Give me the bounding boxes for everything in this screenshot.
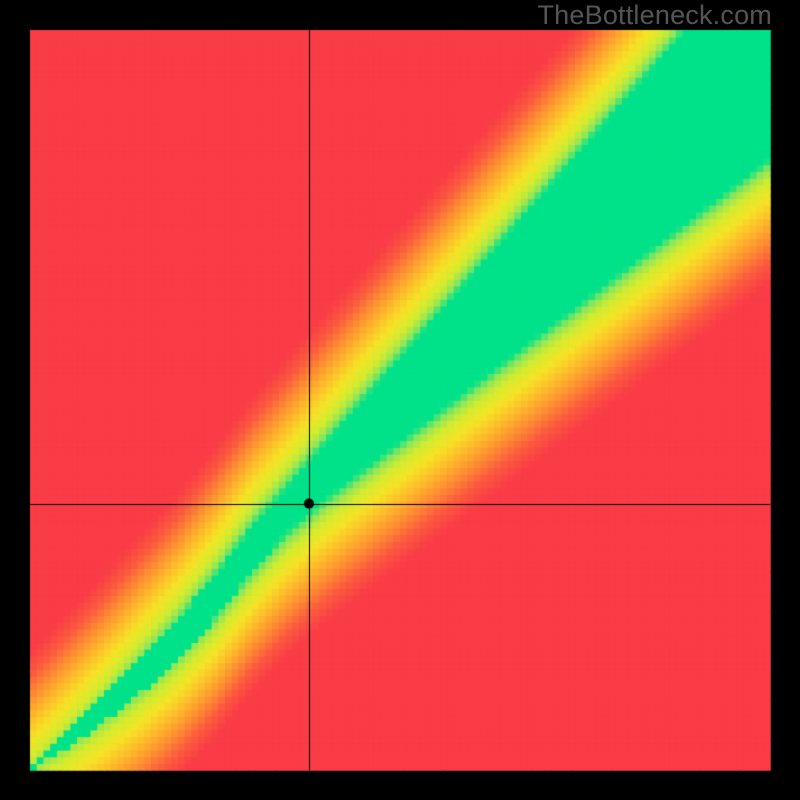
chart-container: { "figure": { "type": "heatmap", "canvas…	[0, 0, 800, 800]
bottleneck-heatmap	[0, 0, 800, 800]
watermark-text: TheBottleneck.com	[537, 0, 772, 31]
